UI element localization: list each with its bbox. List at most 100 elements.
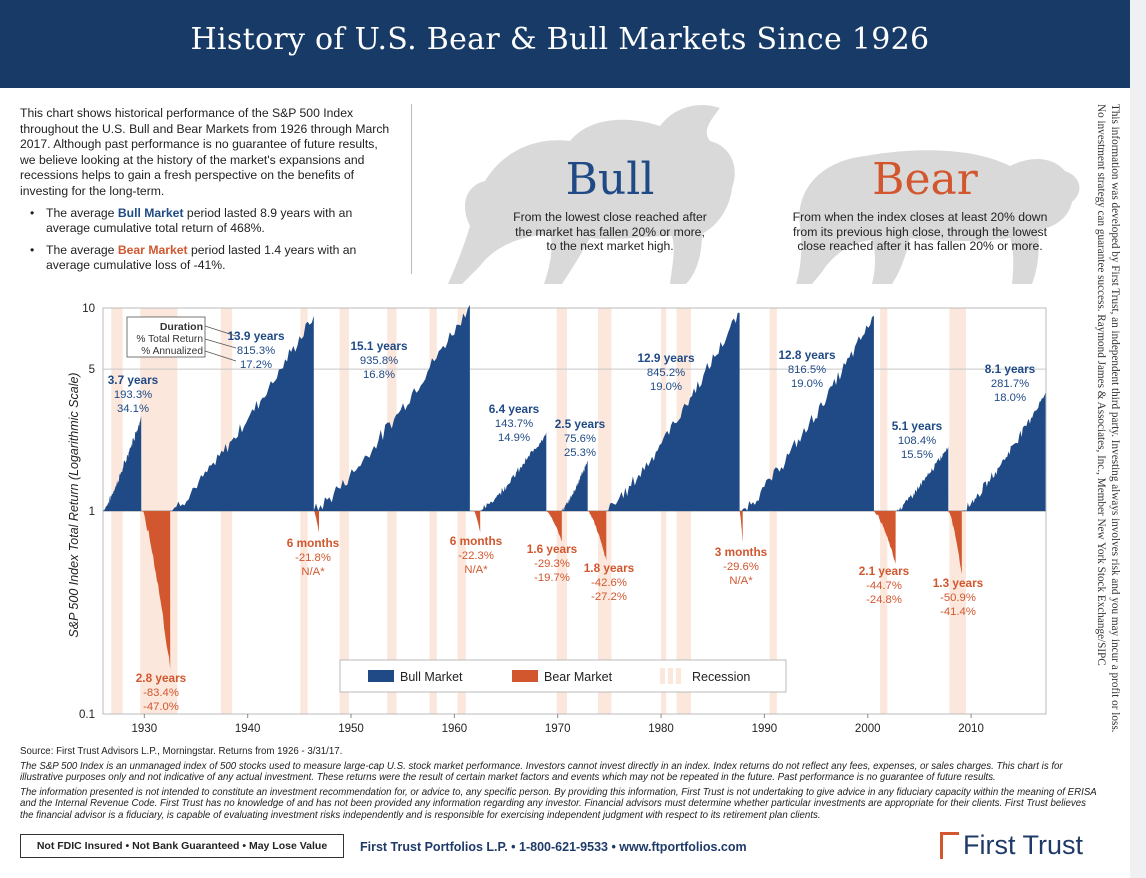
label-annualized: 17.2%	[240, 359, 272, 371]
label-annualized: 16.8%	[363, 369, 395, 381]
label-duration: 12.8 years	[778, 348, 836, 362]
legend-recession-swatch	[668, 668, 673, 684]
bull-market-keyword: Bull Market	[117, 205, 184, 220]
source-note: Source: First Trust Advisors L.P., Morni…	[20, 746, 343, 757]
logo-bracket-icon	[940, 831, 959, 859]
bull-data-label: 13.9 years 815.3% 17.2%	[227, 329, 285, 371]
bear-data-label: 2.8 years -83.4% -47.0%	[136, 671, 187, 713]
x-tick-label: 1970	[545, 723, 571, 735]
bull-definition: From the lowest close reached after the …	[513, 210, 707, 253]
footer-notes: Source: First Trust Advisors L.P., Morni…	[20, 746, 1100, 825]
label-total-return: 845.2%	[647, 367, 685, 379]
label-total-return: -50.9%	[940, 592, 976, 604]
label-duration: 15.1 years	[350, 339, 408, 353]
fdic-disclaimer-box: Not FDIC Insured • Not Bank Guaranteed •…	[20, 834, 344, 858]
x-tick-label: 1960	[442, 723, 468, 735]
label-duration: 6 months	[287, 536, 340, 550]
axes: 10 5 1 0.1 1930 1940 1950 1960 1970 1980 1990 2000 2…	[79, 303, 984, 735]
bear-market-area	[473, 511, 481, 533]
bear-data-label: 1.3 years -50.9% -41.4%	[933, 576, 984, 618]
bear-market-area	[587, 511, 607, 561]
logo-text: First Trust	[963, 829, 1083, 860]
label-total-return: 143.7%	[495, 418, 533, 430]
label-duration: 3 months	[715, 545, 768, 559]
data-labels: 3.7 years 193.3% 34.1% 13.9 years 815.3% 17.2…	[108, 329, 1036, 713]
x-tick-label: 2000	[855, 723, 881, 735]
key-leader-line	[204, 325, 237, 337]
key-annualized: % Annualized	[141, 346, 203, 357]
label-annualized: N/A*	[464, 564, 488, 576]
key-box-frame	[126, 316, 206, 358]
bull-market-area	[480, 432, 547, 511]
label-total-return: -29.3%	[534, 558, 570, 570]
index-note: The S&P 500 Index is an unmanaged index …	[20, 760, 1063, 784]
bull-data-label: 12.9 years 845.2% 19.0%	[637, 351, 695, 393]
market-series	[103, 304, 1046, 670]
label-total-return: -29.6%	[723, 561, 759, 573]
bull-market-area	[103, 416, 142, 511]
y-tick-label: 1	[89, 506, 95, 518]
x-tick-label: 2010	[958, 723, 984, 735]
label-annualized: -19.7%	[534, 572, 570, 584]
intro-bullets: The average Bull Market period lasted 8.…	[20, 206, 390, 274]
label-total-return: -22.3%	[458, 550, 494, 562]
label-annualized: -27.2%	[591, 591, 627, 603]
bullet-text: The average	[46, 205, 118, 220]
bear-heading: Bear	[872, 154, 978, 205]
bull-data-label: 12.8 years 816.5% 19.0%	[778, 348, 836, 390]
bear-market-keyword: Bear Market	[117, 242, 188, 257]
legend-recession-swatch	[660, 668, 665, 684]
bull-data-label: 8.1 years 281.7% 18.0%	[985, 362, 1036, 404]
label-duration: 5.1 years	[892, 419, 943, 433]
label-annualized: 34.1%	[117, 403, 149, 415]
header-banner: History of U.S. Bear & Bull Markets Sinc…	[0, 0, 1130, 88]
bull-market-area	[561, 461, 588, 511]
x-tick-label: 1980	[648, 723, 674, 735]
bull-bear-chart: 10 5 1 0.1 1930 1940 1950 1960 1970 1980 1990 2000 2…	[67, 303, 1047, 735]
label-annualized: -24.8%	[866, 594, 902, 606]
bull-bear-silhouettes	[448, 105, 1080, 284]
label-duration: 13.9 years	[227, 329, 285, 343]
label-total-return: -21.8%	[295, 552, 331, 564]
key-leader-line	[204, 350, 237, 362]
label-annualized: 15.5%	[901, 449, 933, 461]
label-duration: 1.6 years	[527, 542, 578, 556]
label-annualized: 19.0%	[650, 381, 682, 393]
label-total-return: -42.6%	[591, 577, 627, 589]
section-divider	[411, 104, 412, 274]
side-disclosure: This information was developed by First …	[1090, 104, 1122, 744]
x-tick-label: 1940	[235, 723, 261, 735]
y-tick-label: 5	[89, 364, 95, 376]
y-tick-label: 10	[82, 303, 95, 315]
bull-data-label: 6.4 years 143.7% 14.9%	[489, 402, 540, 444]
label-annualized: 14.9%	[498, 432, 530, 444]
bear-market-area	[313, 511, 319, 533]
bear-silhouette-icon	[796, 150, 1080, 284]
y-tick-label: 0.1	[79, 709, 95, 721]
bull-silhouette-icon	[448, 105, 735, 284]
label-total-return: 815.3%	[237, 345, 275, 357]
bear-data-label: 1.6 years -29.3% -19.7%	[527, 542, 578, 584]
label-total-return: -44.7%	[866, 580, 902, 592]
label-annualized: N/A*	[729, 575, 753, 587]
key-leader-line	[204, 338, 237, 349]
bear-average-bullet: The average Bear Market period lasted 1.…	[30, 243, 390, 274]
bull-heading: Bull	[565, 154, 655, 205]
label-total-return: 75.6%	[564, 433, 596, 445]
label-duration: 1.3 years	[933, 576, 984, 590]
label-annualized: 25.3%	[564, 447, 596, 459]
label-total-return: 193.3%	[114, 389, 152, 401]
bear-data-label: 6 months -21.8% N/A*	[287, 536, 340, 578]
bear-data-label: 3 months -29.6% N/A*	[715, 545, 768, 587]
bear-definition: From when the index closes at least 20% …	[792, 210, 1048, 253]
label-annualized: 18.0%	[994, 392, 1026, 404]
first-trust-logo: First Trust	[940, 827, 1083, 863]
label-duration: 12.9 years	[637, 351, 695, 365]
bull-data-label: 2.5 years 75.6% 25.3%	[555, 417, 606, 459]
label-duration: 1.8 years	[584, 561, 635, 575]
bullet-text: The average	[46, 242, 118, 257]
bull-market-area	[170, 315, 314, 511]
legend-bear-swatch	[512, 670, 538, 682]
bull-data-label: 5.1 years 108.4% 15.5%	[892, 419, 943, 461]
